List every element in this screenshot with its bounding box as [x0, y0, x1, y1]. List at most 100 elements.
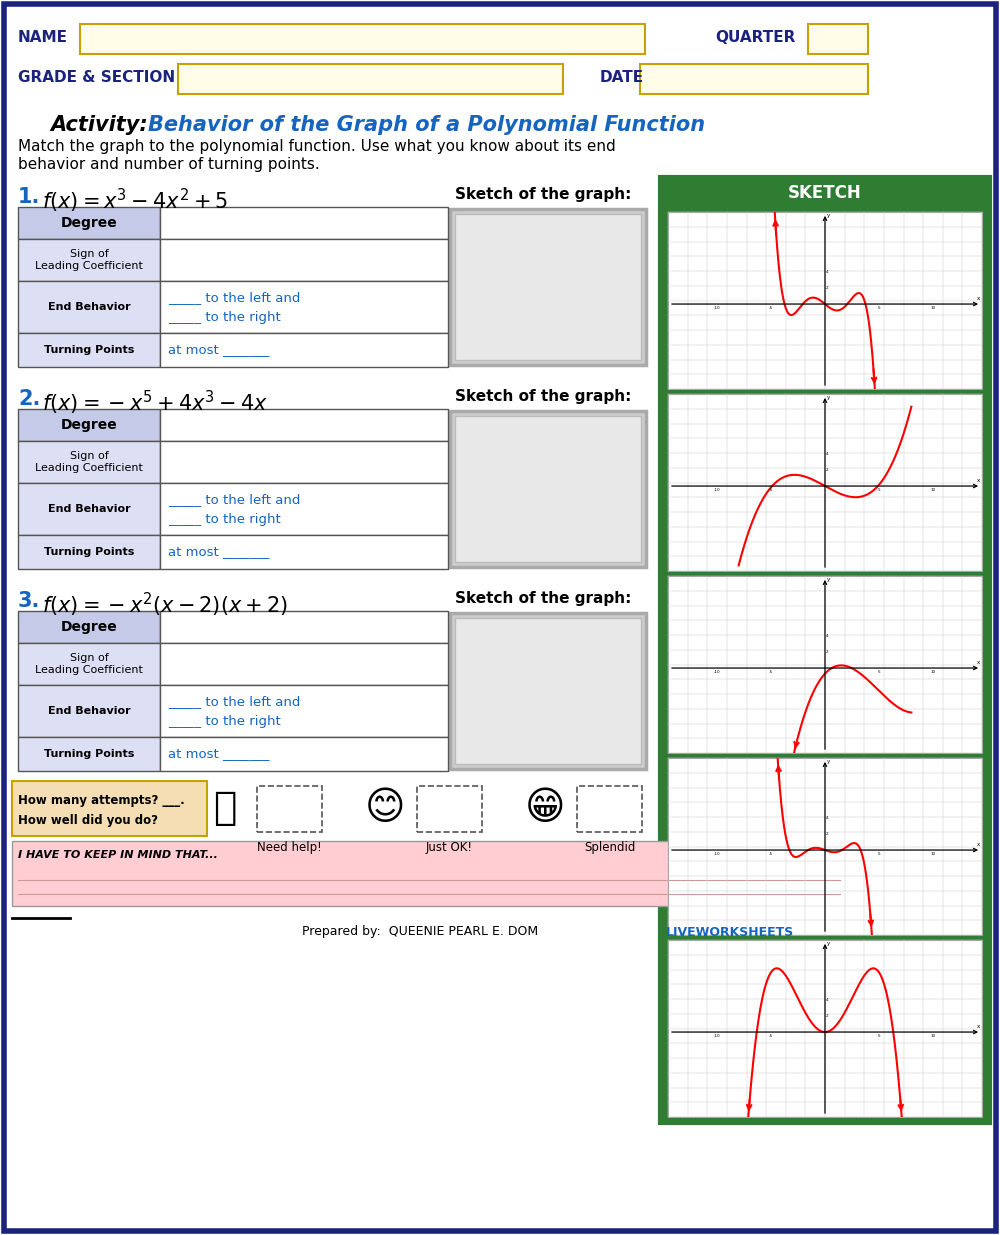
Text: 4: 4	[826, 452, 828, 456]
Text: QUARTER: QUARTER	[715, 31, 795, 46]
Text: _____ to the left and: _____ to the left and	[168, 695, 300, 708]
Text: -5: -5	[769, 852, 773, 856]
Text: DATE: DATE	[600, 70, 644, 85]
Text: Just OK!: Just OK!	[426, 841, 473, 855]
Text: Sketch of the graph:: Sketch of the graph:	[455, 186, 631, 203]
Bar	[668, 758, 982, 935]
Bar	[668, 394, 982, 571]
Text: at most _______: at most _______	[168, 747, 269, 761]
Text: 4: 4	[826, 998, 828, 1002]
Text: 10: 10	[930, 852, 936, 856]
Text: 5: 5	[878, 488, 880, 492]
Text: 2: 2	[826, 832, 829, 836]
Text: $f(x) = -x^2(x - 2)(x + 2)$: $f(x) = -x^2(x - 2)(x + 2)$	[42, 592, 288, 619]
Text: 1.: 1.	[18, 186, 40, 207]
Text: Activity:: Activity:	[50, 115, 155, 135]
Text: Sign of
Leading Coefficient: Sign of Leading Coefficient	[35, 653, 143, 674]
Text: Turning Points: Turning Points	[44, 748, 134, 760]
Bar	[160, 737, 448, 771]
Text: Splendid: Splendid	[584, 841, 635, 855]
Text: x: x	[977, 296, 980, 301]
Text: End Behavior: End Behavior	[48, 706, 130, 716]
Bar	[160, 643, 448, 685]
Bar	[668, 212, 982, 389]
Text: _____ to the left and: _____ to the left and	[168, 493, 300, 506]
Text: -5: -5	[769, 1034, 773, 1039]
Text: _____ to the right: _____ to the right	[168, 715, 281, 727]
Text: 5: 5	[878, 671, 880, 674]
Text: -5: -5	[769, 671, 773, 674]
Text: Sign of
Leading Coefficient: Sign of Leading Coefficient	[35, 249, 143, 270]
Bar	[660, 177, 990, 1123]
Text: GRADE & SECTION: GRADE & SECTION	[18, 70, 175, 85]
Bar	[160, 333, 448, 367]
Text: I HAVE TO KEEP IN MIND THAT...: I HAVE TO KEEP IN MIND THAT...	[18, 850, 218, 860]
Text: Sign of
Leading Coefficient: Sign of Leading Coefficient	[35, 451, 143, 473]
Text: behavior and number of turning points.: behavior and number of turning points.	[18, 158, 320, 173]
Text: LIVEWORKSHEETS: LIVEWORKSHEETS	[666, 925, 794, 939]
Bar	[450, 411, 646, 567]
Text: 😊: 😊	[365, 789, 405, 827]
Text: Behavior of the Graph of a Polynomial Function: Behavior of the Graph of a Polynomial Fu…	[148, 115, 705, 135]
Text: 😁: 😁	[525, 789, 565, 827]
Text: Degree: Degree	[61, 620, 117, 634]
Text: y: y	[827, 395, 830, 400]
Bar	[160, 483, 448, 535]
Text: How well did you do?: How well did you do?	[18, 814, 158, 827]
Text: Prepared by:  QUEENIE PEARL E. DOM: Prepared by: QUEENIE PEARL E. DOM	[302, 925, 538, 939]
Text: How many attempts? ___.: How many attempts? ___.	[18, 794, 185, 806]
Text: 2: 2	[826, 1014, 829, 1018]
Bar	[18, 611, 160, 643]
Text: Sketch of the graph:: Sketch of the graph:	[455, 389, 631, 404]
Text: 2: 2	[826, 285, 829, 290]
Text: y: y	[827, 577, 830, 582]
Text: Sketch of the graph:: Sketch of the graph:	[455, 592, 631, 606]
Bar	[417, 785, 482, 831]
Bar	[577, 785, 642, 831]
Text: 4: 4	[826, 634, 828, 637]
Bar	[663, 179, 987, 207]
Text: x: x	[977, 842, 980, 847]
Text: 3.: 3.	[18, 592, 40, 611]
Bar	[160, 535, 448, 569]
Text: 😤: 😤	[213, 789, 237, 827]
Bar	[18, 207, 160, 240]
Bar	[668, 576, 982, 753]
Bar	[160, 282, 448, 333]
Text: 2: 2	[826, 468, 829, 472]
Bar	[455, 416, 641, 562]
Text: 10: 10	[930, 671, 936, 674]
Text: x: x	[977, 659, 980, 664]
Text: -10: -10	[714, 1034, 720, 1039]
Text: x: x	[977, 1024, 980, 1029]
Bar	[18, 535, 160, 569]
Text: 5: 5	[878, 306, 880, 310]
Text: End Behavior: End Behavior	[48, 303, 130, 312]
Bar	[160, 240, 448, 282]
Text: -10: -10	[714, 306, 720, 310]
Text: NAME: NAME	[18, 31, 68, 46]
Bar	[18, 483, 160, 535]
Bar	[455, 214, 641, 359]
Text: -10: -10	[714, 488, 720, 492]
Bar	[18, 685, 160, 737]
Bar	[18, 409, 160, 441]
Text: 2: 2	[826, 650, 829, 653]
Text: at most _______: at most _______	[168, 546, 269, 558]
Text: -10: -10	[714, 671, 720, 674]
Text: Match the graph to the polynomial function. Use what you know about its end: Match the graph to the polynomial functi…	[18, 140, 616, 154]
Text: Degree: Degree	[61, 417, 117, 432]
Text: Turning Points: Turning Points	[44, 345, 134, 354]
Bar	[450, 209, 646, 366]
Text: Turning Points: Turning Points	[44, 547, 134, 557]
Text: -5: -5	[769, 306, 773, 310]
Text: at most _______: at most _______	[168, 343, 269, 357]
Text: 5: 5	[878, 1034, 880, 1039]
Bar	[257, 785, 322, 831]
Text: Degree: Degree	[61, 216, 117, 230]
Text: x: x	[977, 478, 980, 483]
Text: End Behavior: End Behavior	[48, 504, 130, 514]
Text: SKETCH: SKETCH	[788, 184, 862, 203]
Text: -5: -5	[769, 488, 773, 492]
Text: y: y	[827, 760, 830, 764]
